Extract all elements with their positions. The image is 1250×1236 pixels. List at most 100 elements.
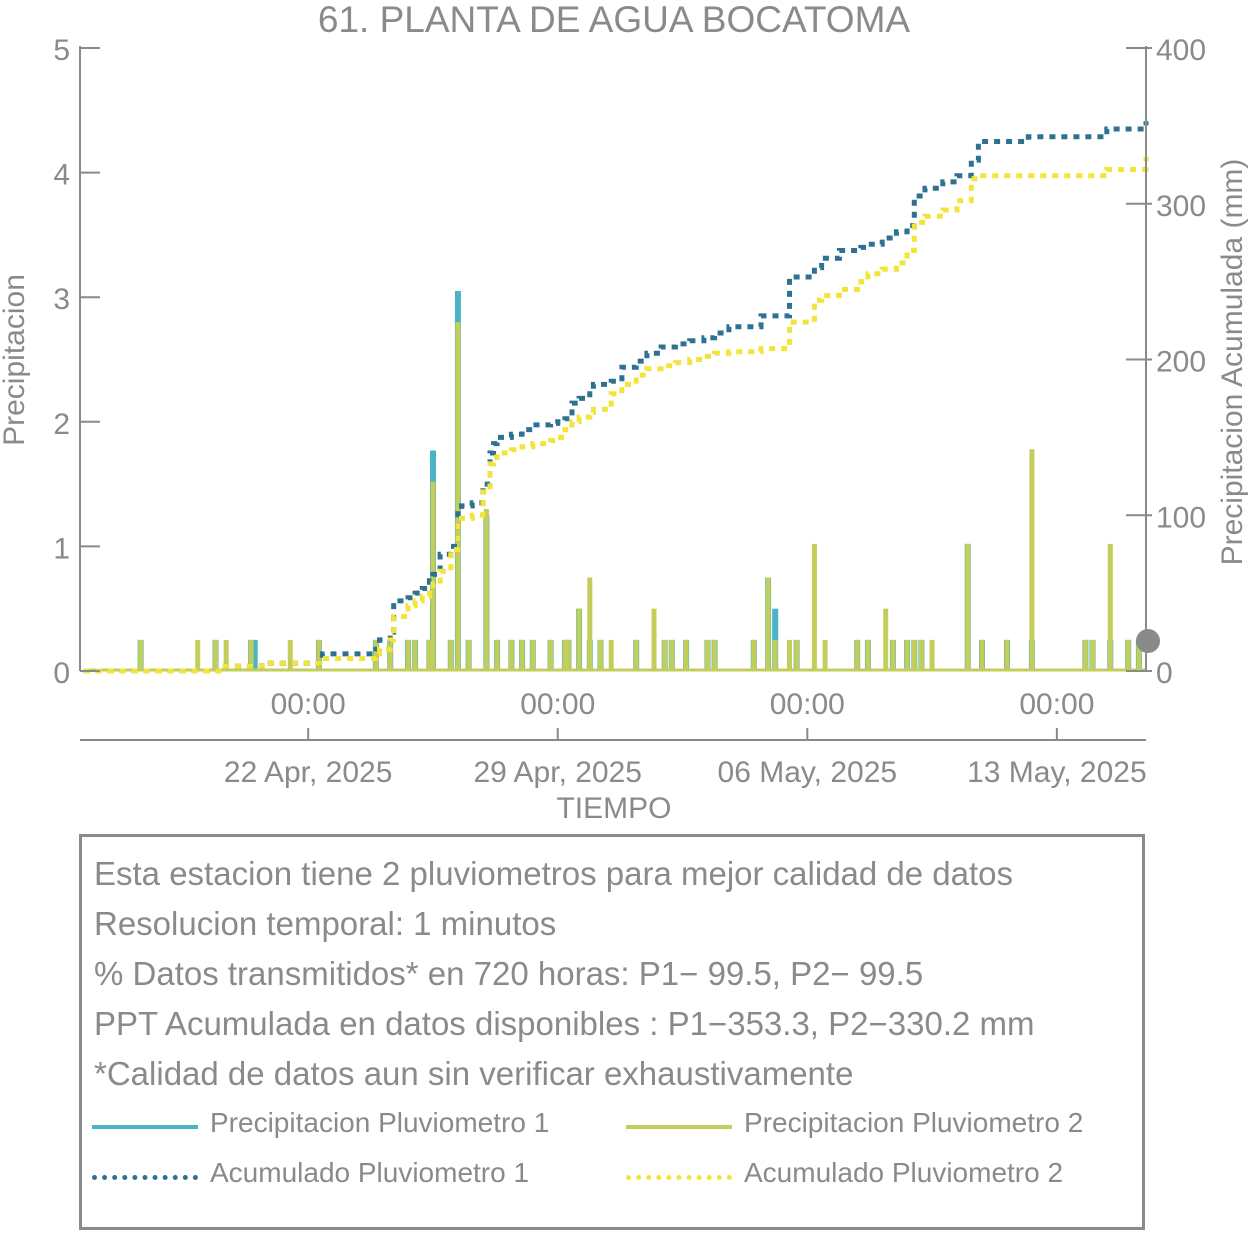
legend-item-acc1: Acumulado Pluviometro 1 [92, 1157, 612, 1197]
chart-axes: 0 1 2 3 4 5 0 100 200 300 400 00:00 22 Apr, 2025 00:0… [53, 34, 1206, 789]
precip-bar [1082, 639, 1088, 671]
precip-bar [213, 639, 218, 671]
legend-swatch-acc2 [626, 1175, 732, 1180]
info-line-quality-note: *Calidad de datos aun sin verificar exha… [94, 1055, 854, 1092]
x-tick-date-label: 29 Apr, 2025 [473, 756, 642, 789]
precip-bar [483, 509, 489, 671]
y-left-tick-label: 5 [53, 34, 70, 67]
info-line-transmitted: % Datos transmitidos* en 720 horas: P1− … [94, 955, 924, 992]
precip-bar [466, 639, 472, 671]
precip-bar [562, 639, 568, 671]
precip-bar [405, 639, 411, 671]
precip-bar [251, 639, 258, 671]
precip-bar [772, 639, 778, 671]
y-right-tick-label: 400 [1156, 34, 1206, 67]
precip-bar [911, 639, 917, 671]
y-left-tick-label: 0 [53, 657, 70, 690]
precipitation-chart: 61. PLANTA DE AGUA BOCATOMA 0 1 2 3 4 5 0 100 20… [0, 0, 1249, 825]
info-line-stations: Esta estacion tiene 2 pluviometros para … [94, 855, 1014, 892]
precip-bar [508, 639, 514, 671]
precip-bar [854, 639, 860, 671]
precip-bar [1029, 449, 1035, 671]
y-left-tick-label: 3 [53, 283, 70, 316]
legend-item-p2: Precipitacion Pluviometro 2 [626, 1107, 1146, 1147]
precip-bar [598, 639, 603, 671]
precip-bar [965, 543, 971, 671]
x-tick-time-label: 00:00 [271, 688, 346, 721]
precip-bar [865, 639, 871, 671]
precip-bar [904, 639, 910, 671]
precip-bar [712, 639, 718, 671]
precip-bar [223, 639, 229, 671]
precip-bar [633, 639, 639, 671]
precip-bar [287, 639, 293, 671]
precip-bar [662, 639, 668, 671]
precip-bar [787, 639, 792, 671]
precip-bar [811, 543, 817, 671]
legend-swatch-p2 [626, 1125, 732, 1129]
precip-bar [1125, 639, 1131, 671]
precip-bar [576, 608, 582, 671]
precip-bar [883, 608, 889, 671]
precip-bar [519, 639, 525, 671]
y-axis-right-label: Precipitacion Acumulada (mm) [1216, 159, 1249, 566]
precip-bar [195, 639, 201, 671]
precip-bar [651, 608, 657, 671]
precip-bar [448, 639, 454, 671]
precip-bar [979, 639, 985, 671]
precip-bar [587, 577, 593, 671]
precip-bar [494, 639, 500, 671]
legend-item-acc2: Acumulado Pluviometro 2 [626, 1157, 1146, 1197]
precip-bar [890, 639, 896, 671]
x-tick-time-label: 00:00 [770, 688, 845, 721]
precip-bar [751, 639, 757, 671]
accumulated-line-pluviometro-2 [83, 157, 1149, 674]
x-tick-time-label: 00:00 [1019, 688, 1094, 721]
precip-bar [373, 639, 379, 671]
y-axis-left-label: Precipitacion [0, 274, 31, 446]
x-tick-date-label: 13 May, 2025 [967, 756, 1147, 789]
precip-bar [565, 639, 571, 671]
precip-bar [412, 639, 418, 671]
precip-bar [772, 608, 779, 671]
x-axis-label: TIEMPO [556, 792, 671, 825]
precip-bar [530, 639, 536, 671]
precip-bar [929, 639, 935, 671]
y-right-tick-label: 100 [1156, 501, 1206, 534]
bars-pluviometro-2 [83, 322, 1146, 672]
x-tick-date-label: 22 Apr, 2025 [224, 756, 393, 789]
precip-bar [669, 639, 675, 671]
accumulated-line-pluviometro-1 [83, 121, 1149, 674]
legend-label-p1: Precipitacion Pluviometro 1 [210, 1107, 550, 1138]
cursor-marker [1136, 629, 1160, 653]
legend-item-p1: Precipitacion Pluviometro 1 [92, 1107, 612, 1147]
info-line-resolution: Resolucion temporal: 1 minutos [94, 905, 557, 942]
precip-bar [426, 639, 432, 671]
legend-swatch-p1 [92, 1125, 198, 1129]
y-left-tick-label: 4 [53, 159, 70, 192]
y-right-tick-label: 300 [1156, 190, 1206, 223]
legend-label-p2: Precipitacion Pluviometro 2 [744, 1107, 1084, 1138]
y-left-tick-label: 1 [53, 532, 70, 565]
precip-bar [608, 639, 614, 671]
y-left-tick-label: 2 [53, 408, 70, 441]
precip-bar [1107, 543, 1113, 671]
precip-bar [316, 639, 322, 671]
precip-bar [248, 639, 254, 671]
bars-pluviometro-1 [137, 291, 1142, 672]
precip-bar [387, 639, 393, 671]
info-box: Esta estacion tiene 2 pluviometros para … [79, 834, 1145, 1230]
info-line-accumulated: PPT Acumulada en datos disponibles : P1−… [94, 1005, 1035, 1042]
precip-bar [1136, 639, 1142, 671]
precip-bar [548, 639, 554, 671]
legend-label-acc1: Acumulado Pluviometro 1 [210, 1157, 530, 1188]
precip-bar [455, 322, 461, 671]
x-tick-date-label: 06 May, 2025 [718, 756, 898, 789]
x-tick-time-label: 00:00 [520, 688, 595, 721]
precip-bar [822, 639, 828, 671]
precip-bar [138, 639, 144, 671]
precip-bar [705, 639, 710, 671]
y-right-tick-label: 200 [1156, 346, 1206, 379]
precip-bar [794, 639, 800, 671]
precip-bar [1090, 639, 1095, 671]
